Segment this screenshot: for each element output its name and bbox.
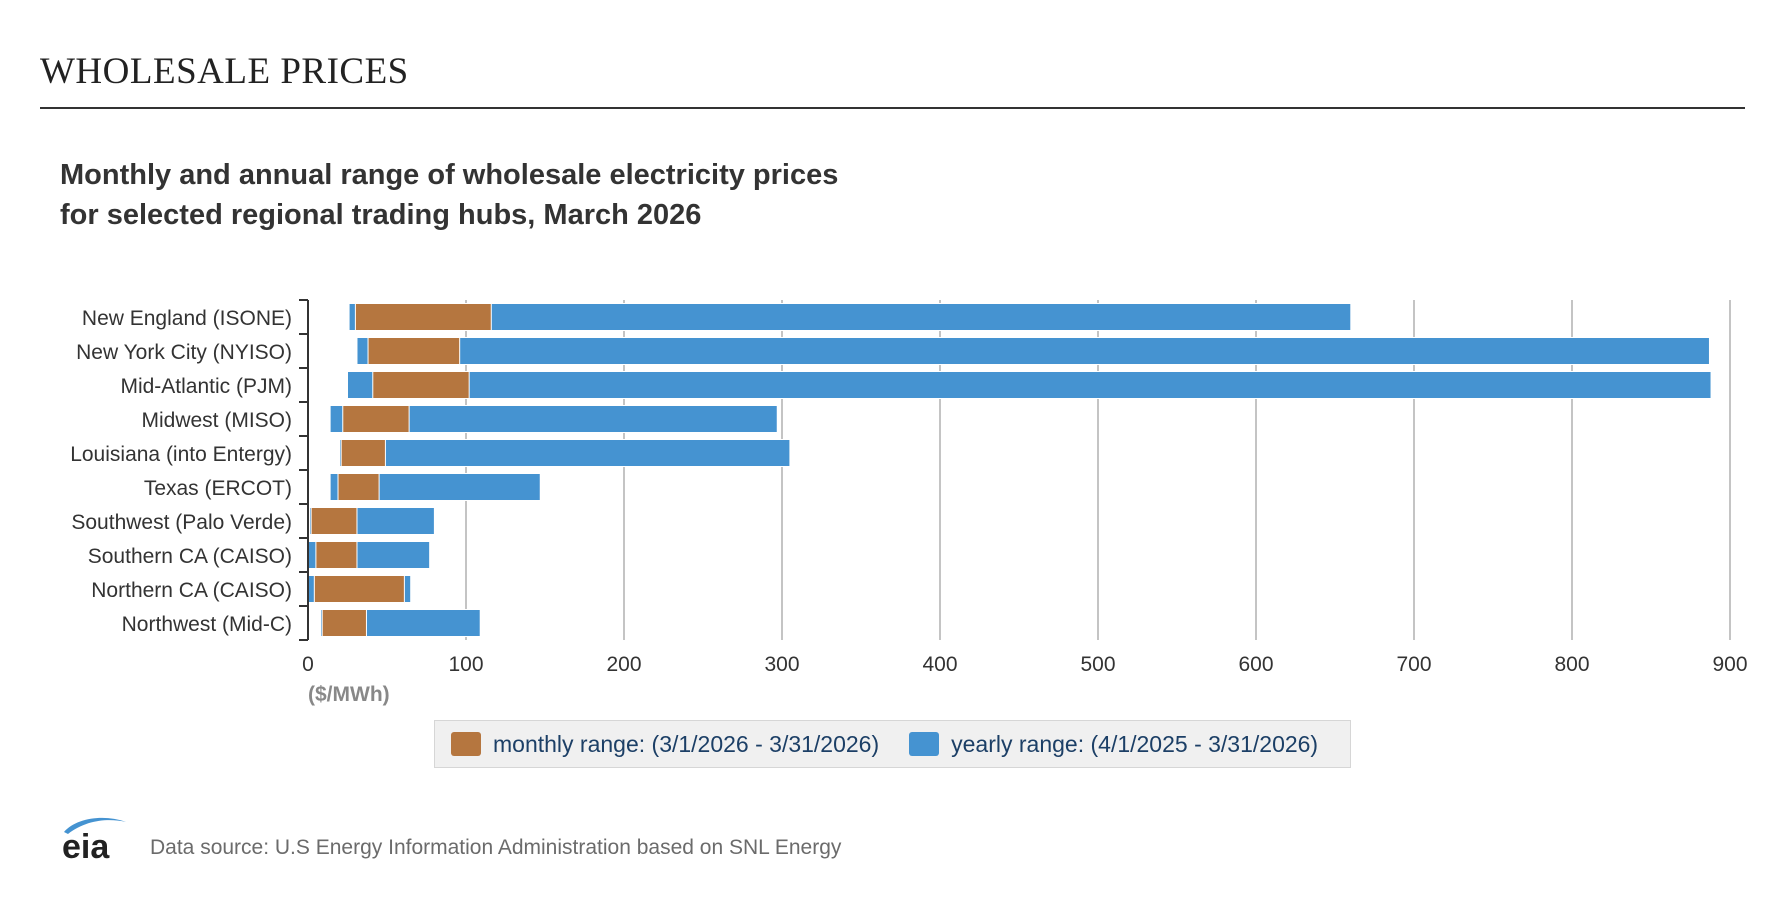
x-tick-label: 600 [1238, 653, 1273, 676]
data-source: Data source: U.S Energy Information Admi… [150, 836, 842, 859]
x-tick-label: 100 [448, 653, 483, 676]
x-tick-label: 500 [1080, 653, 1115, 676]
footer: eia Data source: U.S Energy Information … [60, 810, 842, 866]
bar-monthly-range[interactable] [337, 473, 380, 501]
x-tick-label: 700 [1396, 653, 1431, 676]
bar-monthly-range[interactable] [321, 609, 367, 637]
bar-monthly-range[interactable] [310, 507, 358, 535]
legend-swatch-monthly [451, 732, 481, 756]
category-label: Texas (ERCOT) [144, 477, 292, 500]
bar-monthly-range[interactable] [340, 439, 386, 467]
x-tick-label: 900 [1712, 653, 1747, 676]
category-label: Northern CA (CAISO) [91, 579, 292, 602]
section-header: WHOLESALE PRICES [40, 50, 1745, 109]
legend-swatch-yearly [909, 732, 940, 756]
chart-title: Monthly and annual range of wholesale el… [60, 155, 838, 235]
bar-monthly-range[interactable] [354, 303, 492, 331]
bar-monthly-range[interactable] [315, 541, 358, 569]
category-label: Southwest (Palo Verde) [71, 511, 292, 534]
bar-yearly-range[interactable] [348, 303, 1352, 331]
category-label: Northwest (Mid-C) [122, 613, 292, 636]
category-label: New England (ISONE) [82, 307, 292, 330]
section-divider [40, 107, 1745, 109]
category-label: Mid-Atlantic (PJM) [120, 375, 292, 398]
x-tick-label: 0 [302, 653, 314, 676]
section-title: WHOLESALE PRICES [40, 51, 409, 92]
eia-logo: eia [60, 810, 130, 866]
legend-item-monthly[interactable]: monthly range: (3/1/2026 - 3/31/2026) [451, 731, 879, 758]
chart-title-line-1: Monthly and annual range of wholesale el… [60, 159, 839, 191]
bar-monthly-range[interactable] [367, 337, 461, 365]
x-tick-label: 800 [1554, 653, 1589, 676]
chart-title-line-2: for selected regional trading hubs, Marc… [60, 199, 702, 231]
bar-yearly-range[interactable] [347, 371, 1712, 399]
eia-logo-mark: eia [62, 817, 126, 866]
legend-item-yearly[interactable]: yearly range: (4/1/2025 - 3/31/2026) [909, 731, 1318, 758]
eia-logo-text: eia [62, 828, 110, 862]
x-tick-label: 200 [606, 653, 641, 676]
category-label: Midwest (MISO) [141, 409, 292, 432]
x-axis-unit-label: ($/MWh) [308, 683, 390, 706]
bar-monthly-range[interactable] [342, 405, 410, 433]
x-tick-label: 400 [922, 653, 957, 676]
x-tick-label: 300 [764, 653, 799, 676]
bar-yearly-range[interactable] [339, 439, 791, 467]
legend-label-monthly: monthly range: (3/1/2026 - 3/31/2026) [493, 730, 880, 757]
category-label: New York City (NYISO) [76, 341, 292, 364]
legend-label-yearly: yearly range: (4/1/2025 - 3/31/2026) [951, 730, 1319, 757]
bar-monthly-range[interactable] [313, 575, 405, 603]
bar-yearly-range[interactable] [356, 337, 1710, 365]
chart-legend: monthly range: (3/1/2026 - 3/31/2026) ye… [434, 720, 1351, 768]
category-label: Louisiana (into Entergy) [70, 443, 292, 466]
bar-monthly-range[interactable] [372, 371, 470, 399]
category-label: Southern CA (CAISO) [88, 545, 292, 568]
